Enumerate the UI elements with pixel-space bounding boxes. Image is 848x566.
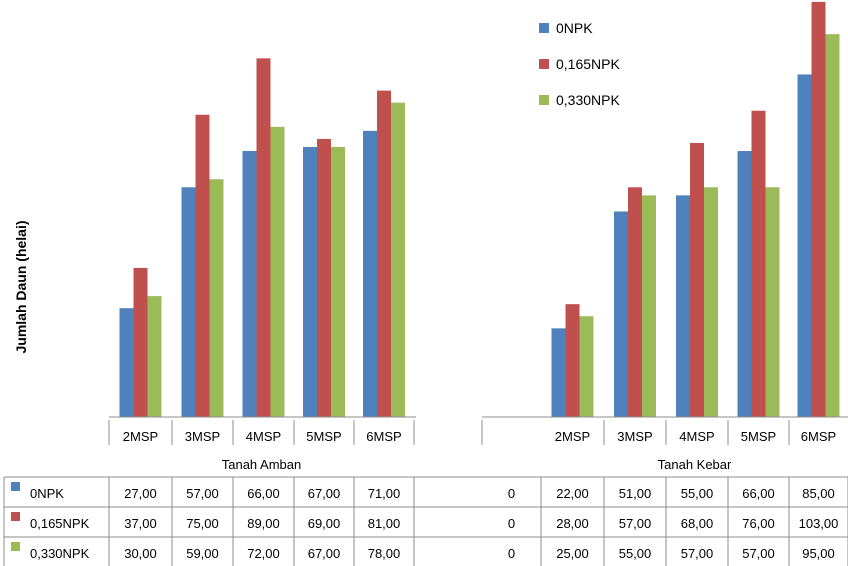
table-cell: 57,00 <box>619 516 652 531</box>
bar-amban-5-series-1 <box>363 130 377 417</box>
bar-kebar-5-series-1 <box>797 74 812 417</box>
group-label: Tanah Kebar <box>658 457 732 472</box>
bar-kebar-2-series-2 <box>628 187 642 417</box>
group-label: Tanah Amban <box>222 457 302 472</box>
table-cell: 68,00 <box>681 516 714 531</box>
bar-kebar-1-series-2 <box>565 304 580 417</box>
table-cell: 95,00 <box>802 546 835 561</box>
table-cell: 78,00 <box>368 546 401 561</box>
table-cell: 57,00 <box>186 486 219 501</box>
table-cell: 22,00 <box>556 486 589 501</box>
table-row-label: 0,330NPK <box>30 546 90 561</box>
legend-label: 0,165NPK <box>556 56 620 72</box>
bar-amban-4-series-1 <box>303 146 317 418</box>
bar-kebar-4-series-2 <box>751 110 766 417</box>
table-row-label: 0NPK <box>30 486 64 501</box>
x-tick-label: 4MSP <box>679 429 714 444</box>
table-cell: 55,00 <box>619 546 652 561</box>
bar-amban-5-series-2 <box>377 90 391 417</box>
x-tick-label: 4MSP <box>246 429 281 444</box>
bars-layer <box>119 1 840 418</box>
table-cell: 72,00 <box>247 546 280 561</box>
x-tick-label: 2MSP <box>555 429 590 444</box>
table-cell: 59,00 <box>186 546 219 561</box>
table-cell: 55,00 <box>681 486 714 501</box>
table-cell: 89,00 <box>247 516 280 531</box>
legend-swatch <box>539 59 549 69</box>
bar-kebar-1-series-3 <box>579 316 594 417</box>
table-legend-key <box>11 542 20 551</box>
table-cell: 71,00 <box>368 486 401 501</box>
table-cell: 51,00 <box>619 486 652 501</box>
bar-amban-1-series-2 <box>133 267 148 417</box>
bar-kebar-3-series-3 <box>704 187 718 417</box>
table-cell: 66,00 <box>247 486 280 501</box>
table-cell: 81,00 <box>368 516 401 531</box>
bar-amban-2-series-2 <box>195 114 210 417</box>
bar-amban-4-series-3 <box>331 146 345 418</box>
x-tick-label: 5MSP <box>306 429 341 444</box>
legend-swatch <box>539 23 549 33</box>
bar-amban-4-series-2 <box>317 138 331 417</box>
x-tick-label: 3MSP <box>185 429 220 444</box>
bar-kebar-1-series-1 <box>551 328 566 417</box>
table-cell: 57,00 <box>681 546 714 561</box>
table-cell: 0 <box>508 486 515 501</box>
bar-kebar-5-series-3 <box>825 34 840 418</box>
table-cell: 85,00 <box>802 486 835 501</box>
table-cell: 27,00 <box>124 486 157 501</box>
bar-amban-3-series-1 <box>242 151 257 417</box>
legend-label: 0,330NPK <box>556 92 620 108</box>
legend: 0NPK 0,165NPK 0,330NPK <box>539 20 620 108</box>
table-cell: 30,00 <box>124 546 157 561</box>
legend-swatch <box>539 95 549 105</box>
table-cell: 0 <box>508 546 515 561</box>
table-cell: 76,00 <box>742 516 775 531</box>
bar-amban-3-series-2 <box>256 58 271 418</box>
bar-amban-1-series-1 <box>119 308 134 417</box>
table-cell: 66,00 <box>742 486 775 501</box>
bar-kebar-5-series-2 <box>811 1 826 417</box>
bar-amban-2-series-3 <box>209 179 224 417</box>
table-row-label: 0,165NPK <box>30 516 90 531</box>
x-tick-label: 3MSP <box>617 429 652 444</box>
bar-amban-1-series-3 <box>147 296 162 417</box>
x-tick-label: 6MSP <box>801 429 836 444</box>
data-table: 2MSP 3MSP 4MSP 5MSP 6MSP 2MSP 3MSP 4MSP 5MSP 6MSP… <box>3 416 848 566</box>
table-cell: 37,00 <box>124 516 157 531</box>
bar-kebar-4-series-3 <box>765 187 780 417</box>
table-cell: 75,00 <box>186 516 219 531</box>
table-cell: 28,00 <box>556 516 589 531</box>
table-legend-key <box>11 482 20 491</box>
bar-amban-5-series-3 <box>391 102 405 417</box>
table-cell: 103,00 <box>799 516 839 531</box>
table-cell: 25,00 <box>556 546 589 561</box>
y-axis-title: Jumlah Daun (helai) <box>13 220 29 353</box>
bar-kebar-2-series-1 <box>614 211 628 417</box>
legend-label: 0NPK <box>556 20 593 36</box>
bar-amban-3-series-3 <box>270 126 285 417</box>
table-cell: 0 <box>508 516 515 531</box>
bar-kebar-4-series-1 <box>737 151 752 417</box>
bar-kebar-3-series-1 <box>676 195 690 417</box>
table-cell: 57,00 <box>742 546 775 561</box>
x-tick-label: 6MSP <box>366 429 401 444</box>
table-cell: 67,00 <box>308 546 341 561</box>
table-cell: 69,00 <box>308 516 341 531</box>
table-legend-key <box>11 512 20 521</box>
bar-amban-2-series-1 <box>181 187 196 417</box>
bar-kebar-3-series-2 <box>690 142 704 417</box>
table-cell: 67,00 <box>308 486 341 501</box>
x-tick-label: 2MSP <box>123 429 158 444</box>
bar-kebar-2-series-3 <box>642 195 656 417</box>
x-tick-label: 5MSP <box>741 429 776 444</box>
